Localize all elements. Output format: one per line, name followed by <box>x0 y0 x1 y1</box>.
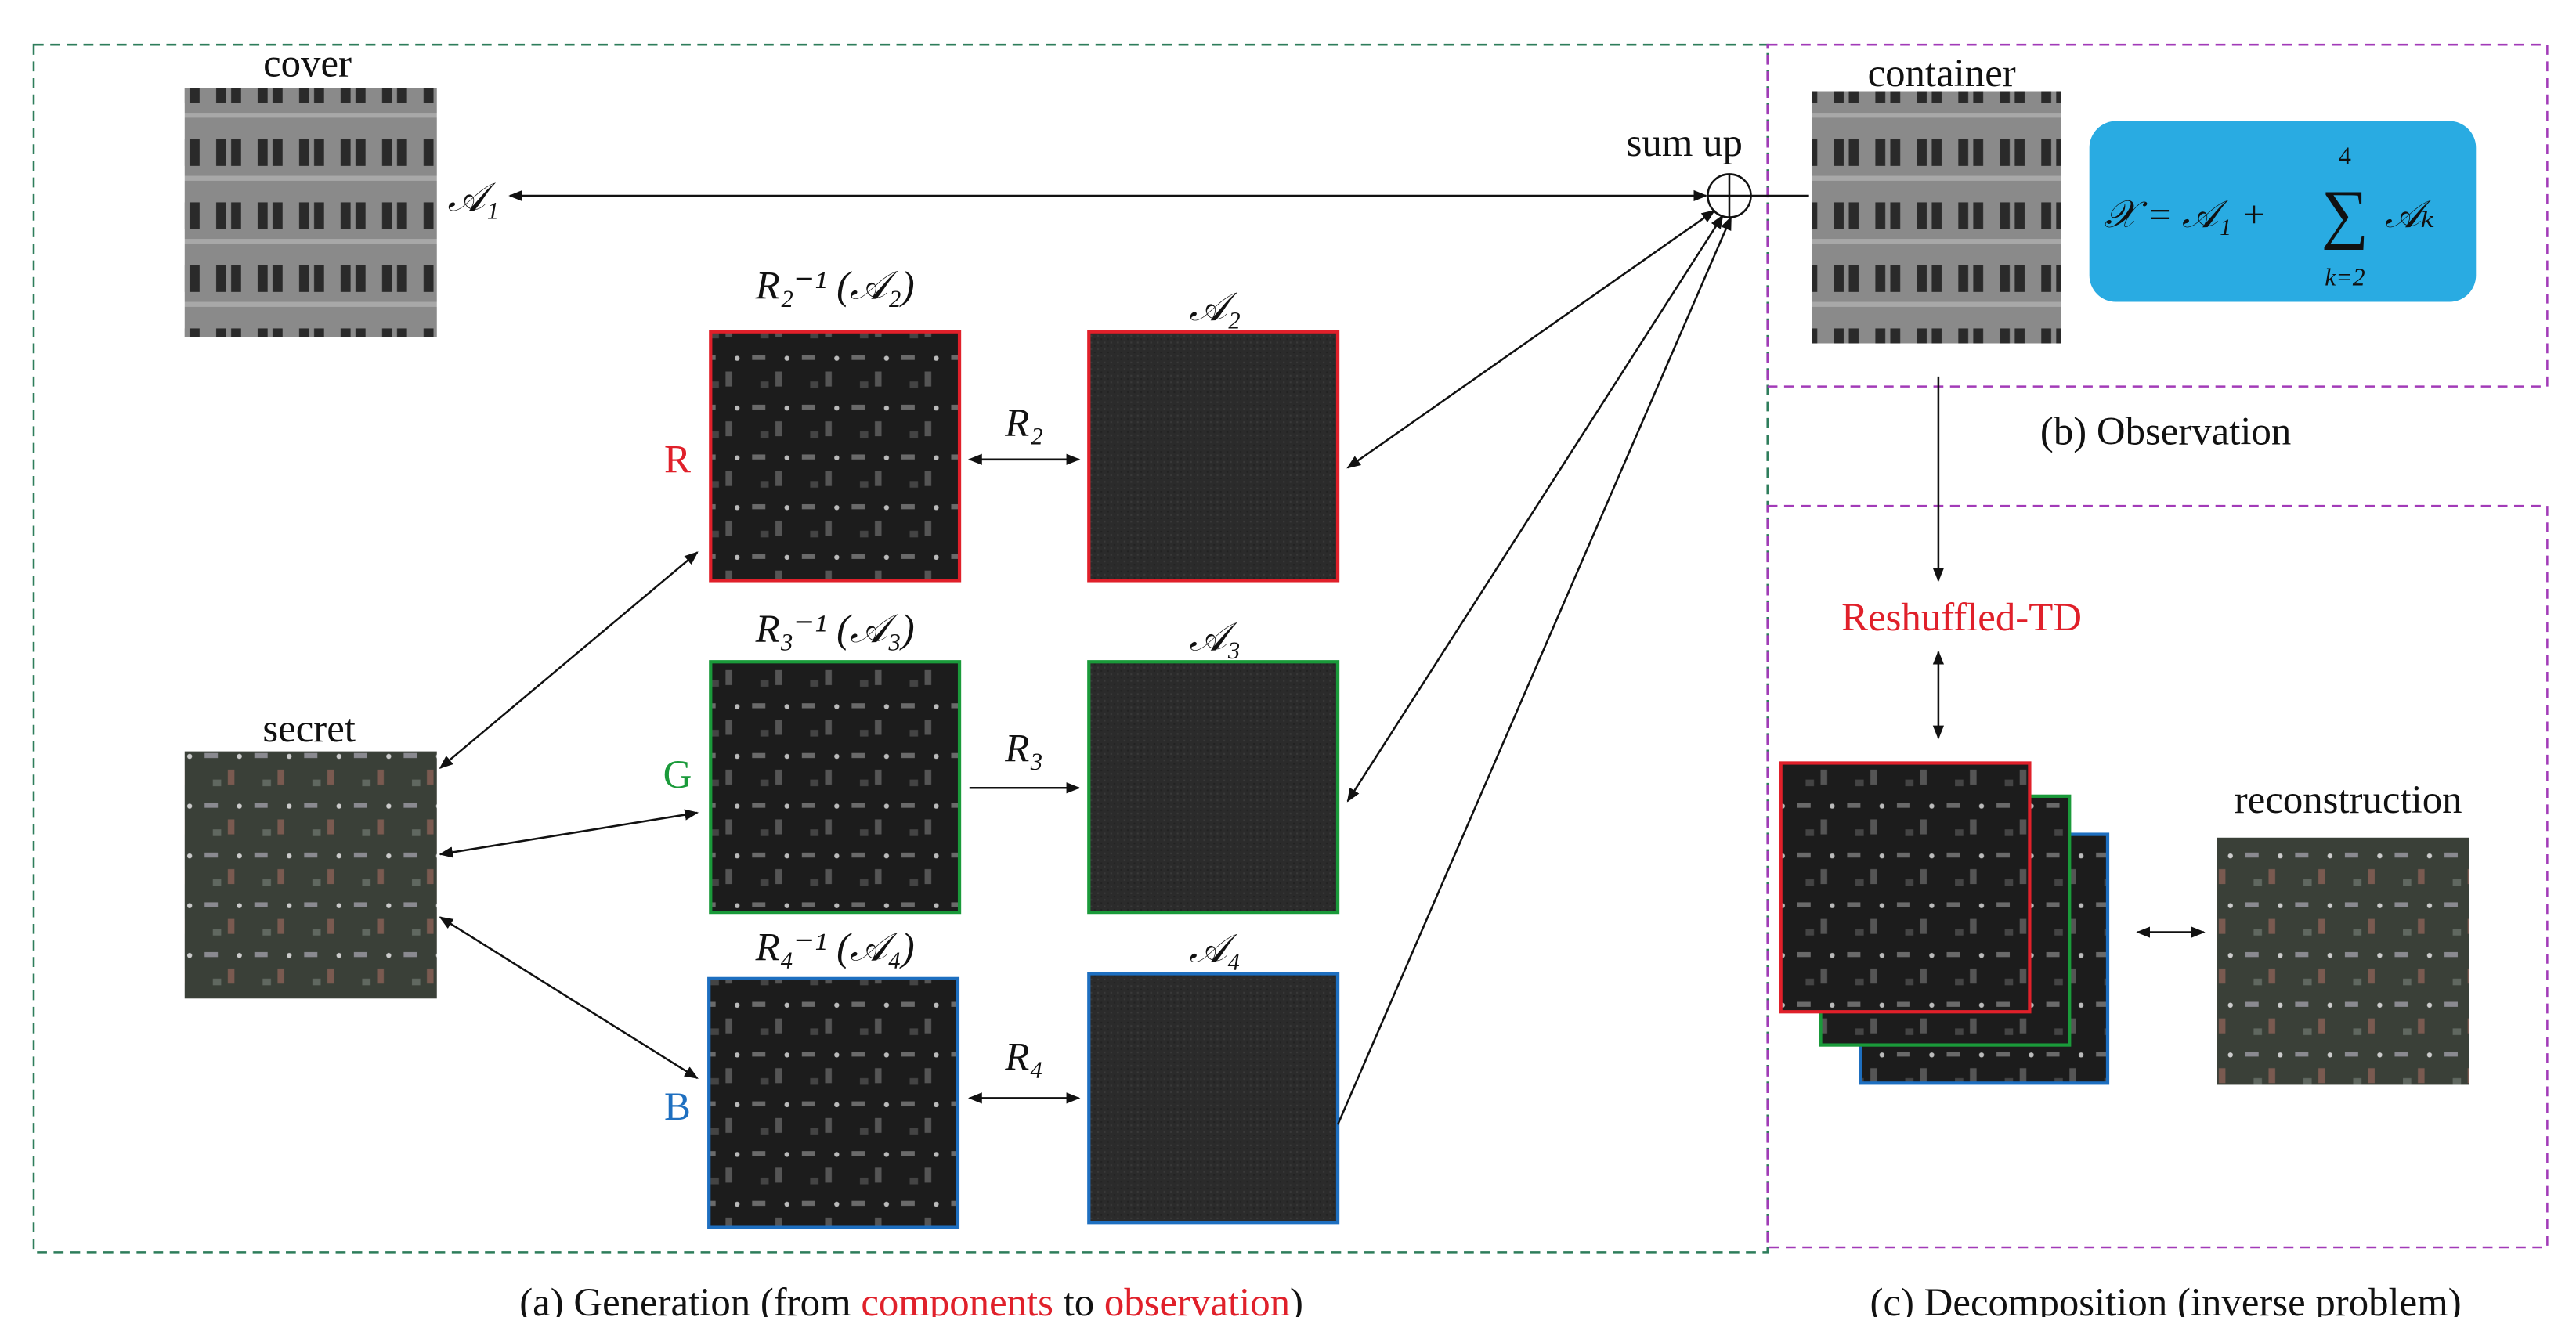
secret-label: secret <box>262 706 356 750</box>
arrow <box>440 917 697 1077</box>
arrow <box>1348 211 1714 467</box>
component-label: 𝒜₂ <box>1189 285 1241 329</box>
caption-a: (a) Generation (from components to obser… <box>470 1280 1333 1317</box>
container-image <box>1812 92 2061 344</box>
transform-label: R₂ <box>1004 401 1043 445</box>
channel-image <box>710 662 959 912</box>
channel-image <box>710 332 959 581</box>
inverse-label: R₂⁻¹ (𝒜₂) <box>755 263 915 307</box>
arrow <box>440 813 697 854</box>
sum-label: sum up <box>1627 121 1743 164</box>
caption-text: ) <box>1290 1280 1303 1317</box>
formula-sum: ∑ <box>2321 177 2368 251</box>
caption-highlight: components <box>861 1280 1053 1317</box>
inverse-label: R₃⁻¹ (𝒜₃) <box>755 607 915 651</box>
transform-label: R₄ <box>1004 1034 1043 1078</box>
channel-letter: R <box>664 438 691 482</box>
caption-text: to <box>1053 1280 1104 1317</box>
formula-lhs: 𝒳 = 𝒜₁ + <box>2105 193 2276 236</box>
arrow <box>440 552 697 767</box>
inverse-label: R₄⁻¹ (𝒜₄) <box>755 926 915 969</box>
component-label: 𝒜₃ <box>1189 615 1241 658</box>
factor-image <box>1781 763 2030 1012</box>
caption-text: (a) Generation (from <box>519 1280 861 1317</box>
formula-term: 𝒜ₖ <box>2385 193 2435 236</box>
secret-image <box>185 752 437 999</box>
cover-label: cover <box>263 41 352 85</box>
formula-lower: k=2 <box>2325 263 2365 290</box>
reconstruction-image <box>2217 838 2469 1085</box>
formula-upper: 4 <box>2339 143 2351 170</box>
container-label: container <box>1868 51 2016 95</box>
component-image <box>1089 332 1338 581</box>
reconstruction-label: reconstruction <box>2235 778 2462 821</box>
page: { "panel_a": { "cover_label": "cover", "… <box>0 0 2576 1317</box>
component-label: 𝒜₄ <box>1189 927 1241 971</box>
channel-letter: G <box>663 752 692 796</box>
diagram: cover 𝒜₁ sum up secret R R₂⁻¹ (𝒜₂) R₂ 𝒜₂… <box>0 0 2576 1317</box>
method-label: Reshuffled-TD <box>1841 595 2082 639</box>
channel-letter: B <box>664 1084 691 1128</box>
cover-symbol: 𝒜₁ <box>447 175 499 219</box>
caption-highlight: observation <box>1104 1280 1290 1317</box>
cover-image <box>185 88 437 337</box>
caption-b: (b) Observation <box>2040 410 2291 453</box>
channel-image <box>709 979 958 1228</box>
arrow <box>1338 218 1731 1125</box>
caption-c: (c) Decomposition (inverse problem) <box>1870 1280 2462 1317</box>
component-image <box>1089 662 1338 912</box>
transform-label: R₃ <box>1004 726 1043 770</box>
component-image <box>1089 973 1338 1222</box>
arrow <box>1348 215 1723 801</box>
